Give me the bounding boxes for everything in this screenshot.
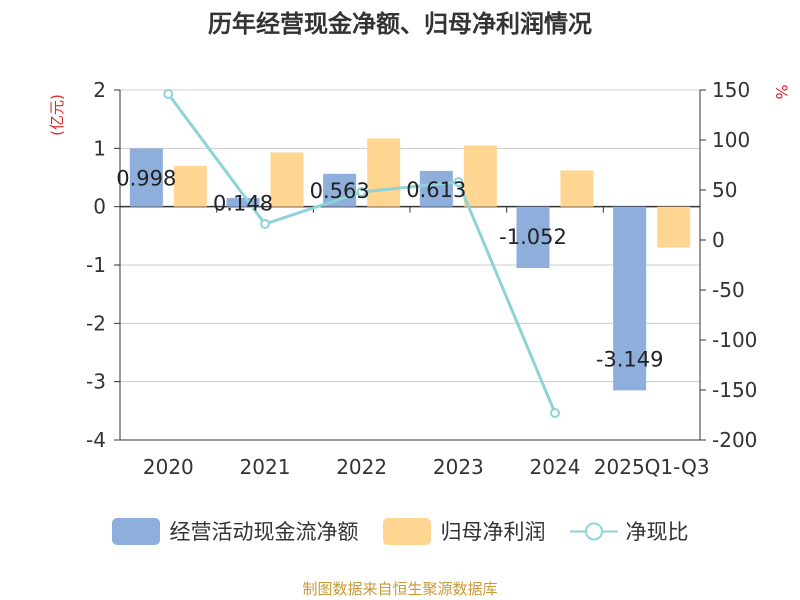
ratio-point bbox=[550, 408, 560, 418]
grid-lines bbox=[120, 89, 700, 441]
data-label-operating-cash: -1.052 bbox=[499, 225, 567, 249]
left-tick-label: -4 bbox=[86, 428, 106, 452]
x-tick-label: 2024 bbox=[530, 455, 581, 479]
x-tick-label: 2023 bbox=[433, 455, 484, 479]
legend-swatch-net-profit bbox=[382, 517, 431, 545]
ratio-point bbox=[356, 187, 367, 197]
right-tick-label: 0 bbox=[712, 228, 725, 252]
legend-item-operating-cash[interactable]: 经营活动现金流净额 bbox=[111, 516, 359, 546]
bar-net-profit bbox=[270, 152, 304, 207]
bar-net-profit bbox=[560, 170, 594, 207]
legend-label-net-profit: 归母净利润 bbox=[440, 520, 546, 544]
right-tick-label: -200 bbox=[712, 428, 757, 452]
legend-swatch-ratio bbox=[569, 522, 618, 540]
right-tick-label: 150 bbox=[712, 78, 750, 102]
legend-label-ratio: 净现比 bbox=[625, 520, 689, 544]
bar-net-profit bbox=[173, 165, 207, 207]
bar-operating-cash bbox=[613, 206, 647, 391]
left-tick-label: -3 bbox=[86, 370, 106, 394]
data-labels-layer: 0.998 0.148 0.563 0.613 -1.052 -3.149 bbox=[116, 167, 663, 372]
bar-operating-cash bbox=[129, 148, 163, 207]
legend-item-ratio[interactable]: 净现比 bbox=[569, 516, 689, 546]
bar-operating-cash bbox=[323, 173, 357, 207]
right-tick-label: -100 bbox=[712, 328, 757, 352]
bar-operating-cash bbox=[226, 198, 260, 207]
x-tick-label: 2021 bbox=[240, 455, 291, 479]
ratio-line bbox=[167, 93, 557, 414]
bar-operating-cash bbox=[419, 170, 453, 207]
right-tick-label: 50 bbox=[712, 178, 737, 202]
left-tick-label: -1 bbox=[86, 253, 106, 277]
left-tick-label: 2 bbox=[93, 78, 106, 102]
legend-label-operating-cash: 经营活动现金流净额 bbox=[169, 520, 359, 544]
bar-operating-cash bbox=[516, 206, 550, 269]
ratio-line-layer bbox=[163, 89, 560, 418]
left-tick-label: -2 bbox=[86, 311, 106, 335]
data-label-operating-cash: 0.998 bbox=[116, 167, 176, 191]
data-label-operating-cash: 0.613 bbox=[406, 178, 466, 202]
bar-net-profit bbox=[367, 138, 401, 207]
legend-swatch-operating-cash bbox=[111, 517, 160, 545]
legend: 经营活动现金流净额 归母净利润 净现比 bbox=[0, 516, 800, 546]
ratio-point bbox=[453, 177, 464, 187]
legend-item-net-profit[interactable]: 归母净利润 bbox=[382, 516, 546, 546]
bar-net-profit bbox=[657, 206, 691, 248]
axes-layer: -4 -3 -2 -1 0 1 2 -200 -150 -100 -50 0 50 100 150 2020 2… bbox=[86, 78, 757, 479]
right-tick-label: -150 bbox=[712, 378, 757, 402]
chart-title: 历年经营现金净额、归母净利润情况 bbox=[208, 10, 592, 38]
data-label-operating-cash: -3.149 bbox=[596, 347, 664, 371]
data-label-operating-cash: 0.148 bbox=[213, 191, 273, 215]
ratio-point bbox=[260, 219, 270, 229]
left-tick-label: 1 bbox=[93, 136, 106, 160]
right-axis-unit: % bbox=[772, 84, 791, 99]
right-tick-label: 100 bbox=[712, 128, 750, 152]
x-tick-label: 2025Q1-Q3 bbox=[594, 455, 710, 479]
bars-layer bbox=[129, 138, 691, 391]
data-source-note: 制图数据来自恒生聚源数据库 bbox=[302, 580, 498, 598]
x-tick-label: 2020 bbox=[143, 455, 194, 479]
left-axis-unit: (亿元) bbox=[48, 94, 66, 136]
right-tick-label: -50 bbox=[712, 278, 745, 302]
x-tick-label: 2022 bbox=[336, 455, 387, 479]
left-tick-label: 0 bbox=[93, 195, 106, 219]
bar-net-profit bbox=[463, 145, 497, 207]
data-label-operating-cash: 0.563 bbox=[310, 179, 370, 203]
ratio-point bbox=[163, 89, 174, 99]
